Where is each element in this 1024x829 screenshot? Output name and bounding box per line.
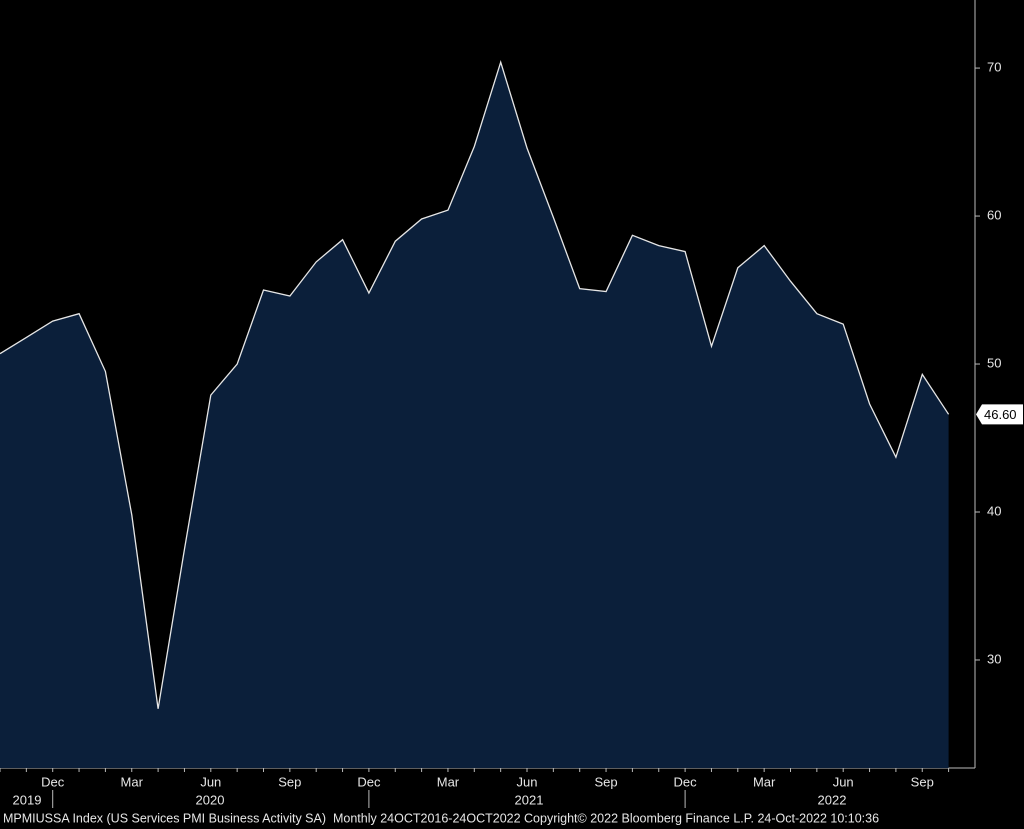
x-tick-label: Mar (753, 774, 776, 789)
year-label: 2019 (13, 792, 42, 807)
y-tick-label: 40 (987, 503, 1001, 518)
x-tick-label: Mar (437, 774, 460, 789)
value-label-box (976, 404, 1023, 425)
footer: MPMIUSSA Index (US Services PMI Business… (3, 811, 879, 825)
x-tick-label: Sep (911, 774, 934, 789)
x-tick-label: Dec (41, 774, 65, 789)
year-label: 2022 (818, 792, 847, 807)
x-tick-label: Mar (121, 774, 144, 789)
x-tick-label: Sep (594, 774, 617, 789)
year-label: 2021 (515, 792, 544, 807)
value-label: 46.60 (984, 407, 1017, 422)
y-tick-label: 50 (987, 355, 1001, 370)
line (0, 60, 950, 709)
area-fill (0, 62, 949, 768)
x-tick-label: Sep (278, 774, 301, 789)
y-tick-label: 30 (987, 651, 1001, 666)
y-tick-label: 60 (987, 207, 1001, 222)
x-tick-label: Dec (357, 774, 381, 789)
x-tick-label: Jun (200, 774, 221, 789)
x-tick-label: Jun (517, 774, 538, 789)
year-label: 2020 (196, 792, 225, 807)
x-tick-label: Jun (833, 774, 854, 789)
y-tick-label: 70 (987, 60, 1001, 75)
x-tick-label: Dec (674, 774, 698, 789)
